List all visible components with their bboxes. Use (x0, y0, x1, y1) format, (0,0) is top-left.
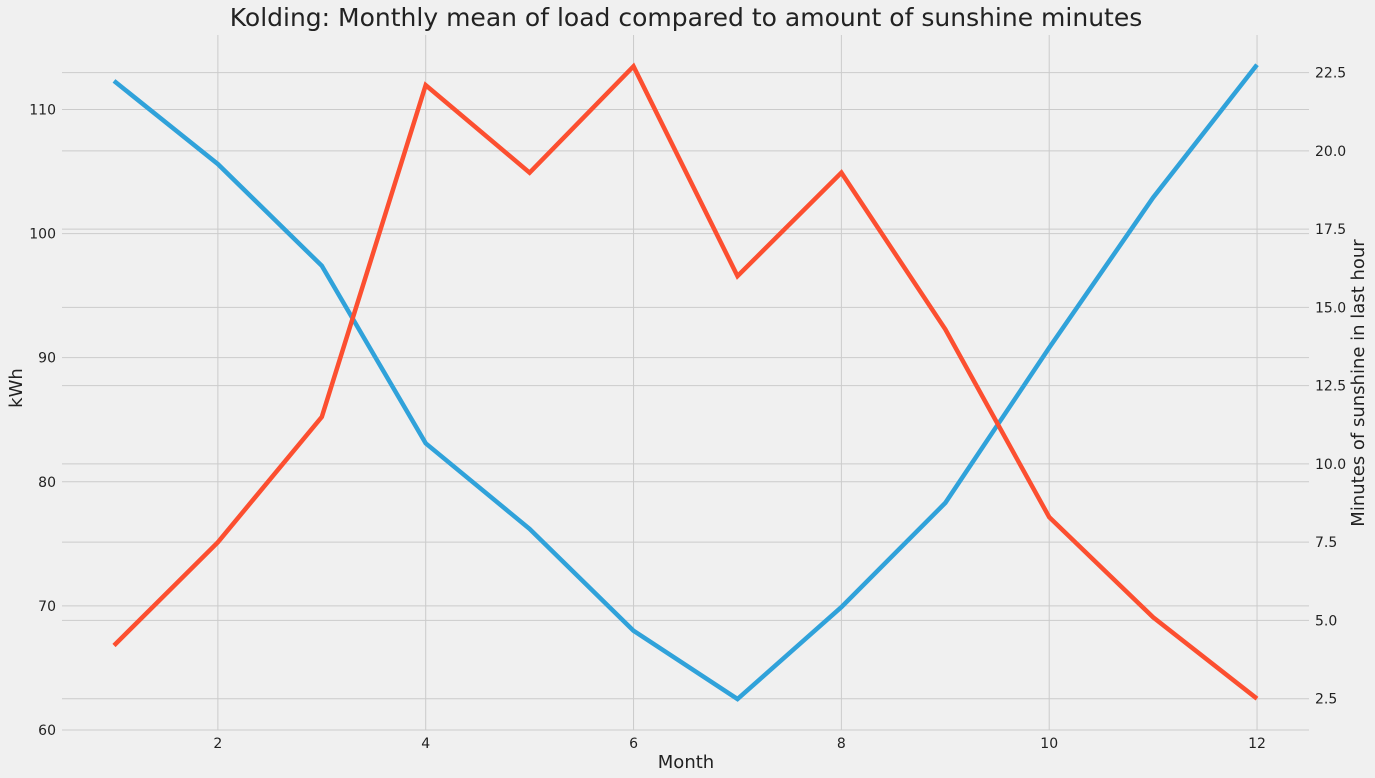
y-tick-label-right: 2.5 (1315, 692, 1337, 708)
y-tick-label-right: 15.0 (1315, 300, 1346, 316)
series-line-left (112, 63, 1259, 702)
x-tick-label: 6 (629, 736, 638, 752)
grid-left (62, 108, 1309, 731)
y-tick-label-left: 70 (38, 599, 56, 615)
y-axis-label-left: kWh (6, 368, 27, 408)
grid-x (217, 35, 1258, 730)
y-tick-label-right: 12.5 (1315, 379, 1346, 395)
y-tick-label-right: 10.0 (1315, 457, 1346, 473)
y-tick-label-right: 20.0 (1315, 144, 1346, 160)
y-tick-label-left: 100 (29, 227, 56, 243)
y-tick-label-right: 5.0 (1315, 613, 1337, 629)
y-tick-label-left: 90 (38, 351, 56, 367)
y-tick-label-right: 22.5 (1315, 66, 1346, 82)
y-tick-label-right: 17.5 (1315, 222, 1346, 238)
x-tick-label: 4 (421, 736, 430, 752)
y-tick-label-right: 7.5 (1315, 535, 1337, 551)
chart-title: Kolding: Monthly mean of load compared t… (230, 3, 1143, 32)
series-layer (112, 62, 1259, 702)
series-line-right (112, 62, 1259, 701)
grid-right (62, 72, 1309, 700)
ticks-layer: 60 70 80 90 100 110 2.5 5.0 7.5 10.0 12.5 15.0 17.5 2… (29, 66, 1346, 752)
y-tick-label-left: 110 (29, 102, 56, 118)
y-tick-label-left: 60 (38, 723, 56, 739)
x-tick-label: 10 (1040, 736, 1058, 752)
y-axis-label-right: Minutes of sunshine in last hour (1348, 239, 1369, 527)
x-axis-label: Month (658, 752, 714, 773)
x-tick-label: 12 (1248, 736, 1266, 752)
x-tick-label: 2 (213, 736, 222, 752)
y-tick-label-left: 80 (38, 475, 56, 491)
x-tick-label: 8 (837, 736, 846, 752)
